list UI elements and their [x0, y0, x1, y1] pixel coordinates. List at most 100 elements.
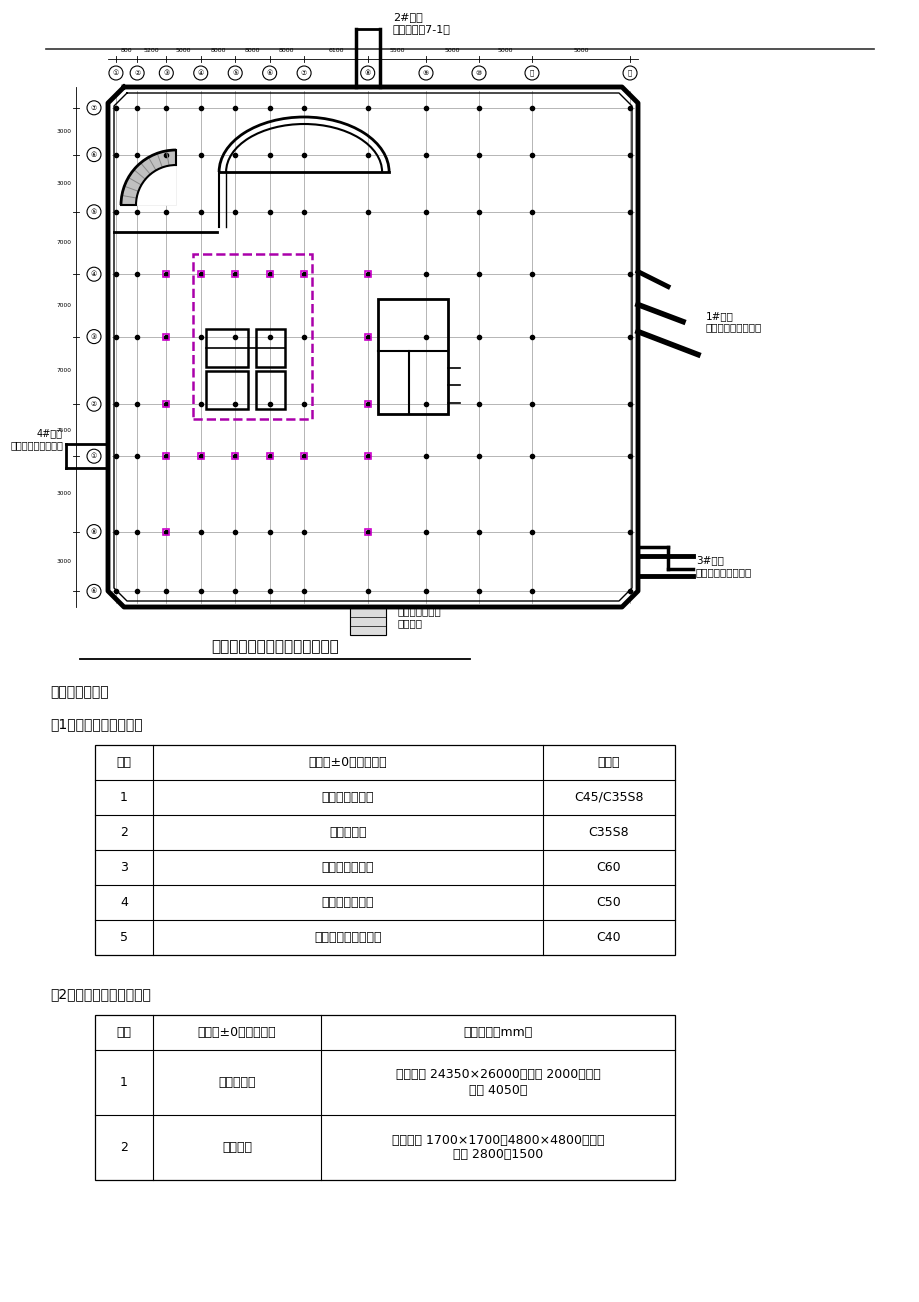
Text: ①: ①: [91, 453, 97, 460]
Circle shape: [159, 66, 173, 79]
Text: 7000: 7000: [57, 303, 72, 307]
Bar: [255, 371, 285, 409]
Text: 地下二层及以上梁板: 地下二层及以上梁板: [314, 931, 381, 944]
Text: （1）地下室砼强度等级: （1）地下室砼强度等级: [50, 717, 142, 730]
Text: 6100: 6100: [328, 48, 344, 53]
Circle shape: [108, 66, 123, 79]
Text: 福华商业街通道
地下一层: 福华商业街通道 地下一层: [397, 607, 441, 628]
Text: C45/C35S8: C45/C35S8: [573, 792, 643, 805]
Text: 2: 2: [120, 825, 128, 838]
Circle shape: [87, 449, 101, 464]
Text: 5: 5: [119, 931, 128, 944]
Text: （2）结构截面特征如下：: （2）结构截面特征如下：: [50, 987, 151, 1001]
Text: 4#通道
地下一层至福田车站: 4#通道 地下一层至福田车站: [10, 428, 62, 449]
Circle shape: [87, 585, 101, 599]
Circle shape: [87, 100, 101, 115]
Text: ⑥: ⑥: [91, 589, 97, 595]
Bar: [95, 745, 675, 954]
Text: 砼标号: 砼标号: [597, 756, 619, 769]
Text: 8000: 8000: [278, 48, 294, 53]
Text: 核心筒承台: 核心筒承台: [218, 1075, 255, 1088]
Text: ⑧: ⑧: [364, 70, 370, 76]
Circle shape: [87, 147, 101, 161]
Text: ③: ③: [91, 333, 97, 340]
Circle shape: [87, 204, 101, 219]
Text: 3: 3: [120, 861, 128, 874]
Text: 塔楼范围外墙柱: 塔楼范围外墙柱: [322, 896, 374, 909]
Bar: [255, 329, 285, 367]
Text: ③: ③: [163, 70, 169, 76]
Text: ⑧: ⑧: [91, 529, 97, 535]
Circle shape: [360, 66, 374, 79]
Circle shape: [87, 525, 101, 539]
Text: ⑦: ⑦: [91, 104, 97, 111]
Text: ①: ①: [113, 70, 119, 76]
Text: ⑦: ⑦: [301, 70, 307, 76]
Circle shape: [194, 66, 208, 79]
Text: C50: C50: [596, 896, 620, 909]
Text: 地下一层、二层通道平面位置图: 地下一层、二层通道平面位置图: [211, 639, 339, 654]
Text: 1: 1: [120, 1075, 128, 1088]
Circle shape: [418, 66, 433, 79]
Text: 5000: 5000: [176, 48, 191, 53]
Circle shape: [87, 397, 101, 411]
Circle shape: [130, 66, 144, 79]
Circle shape: [297, 66, 311, 79]
Text: 5000: 5000: [497, 48, 513, 53]
Text: 8000: 8000: [210, 48, 225, 53]
Text: ⑥: ⑥: [91, 151, 97, 158]
Circle shape: [262, 66, 277, 79]
Text: 截面特征（mm）: 截面特征（mm）: [463, 1026, 532, 1039]
Circle shape: [87, 329, 101, 344]
Bar: [206, 371, 247, 409]
Text: 5000: 5000: [444, 48, 460, 53]
Bar: [193, 254, 312, 419]
Bar: [349, 607, 385, 635]
Text: 5000: 5000: [573, 48, 588, 53]
Circle shape: [525, 66, 539, 79]
Text: ④: ④: [91, 271, 97, 277]
Text: C40: C40: [596, 931, 620, 944]
Text: C35S8: C35S8: [588, 825, 629, 838]
Text: 平面尺寸 1700×1700～4800×4800，承台
厚度 2800～1500: 平面尺寸 1700×1700～4800×4800，承台 厚度 2800～1500: [391, 1134, 604, 1161]
Text: ⑨: ⑨: [423, 70, 428, 76]
Text: 5200: 5200: [143, 48, 159, 53]
Text: 3000: 3000: [57, 181, 72, 186]
Text: 序号: 序号: [117, 756, 131, 769]
Circle shape: [471, 66, 485, 79]
Text: 地下室外墙: 地下室外墙: [329, 825, 367, 838]
Circle shape: [87, 267, 101, 281]
Text: 8000: 8000: [244, 48, 260, 53]
Text: 结构情况如下：: 结构情况如下：: [50, 685, 108, 699]
Text: 7500: 7500: [57, 427, 72, 432]
Text: ⑪: ⑪: [529, 70, 534, 77]
Text: 塔楼范围内墙柱: 塔楼范围内墙柱: [322, 861, 374, 874]
Bar: [349, 607, 385, 635]
Text: 3#通道
地下二层至嘉里一期: 3#通道 地下二层至嘉里一期: [696, 556, 752, 577]
Text: 800: 800: [120, 48, 132, 53]
Text: ⑫: ⑫: [628, 70, 631, 77]
Text: 平面尺寸 24350×26000，厚度 2000（深坑
局部 4050）: 平面尺寸 24350×26000，厚度 2000（深坑 局部 4050）: [395, 1069, 600, 1096]
Bar: [206, 329, 247, 367]
Text: 7000: 7000: [57, 368, 72, 372]
Wedge shape: [136, 165, 176, 204]
Text: ⑥: ⑥: [267, 70, 272, 76]
Bar: [95, 1016, 675, 1180]
Text: 5500: 5500: [389, 48, 404, 53]
Text: 部位（±0以下部分）: 部位（±0以下部分）: [198, 1026, 276, 1039]
Text: 2#通道
地下二层至7-1区: 2#通道 地下二层至7-1区: [392, 12, 450, 34]
Text: 序号: 序号: [117, 1026, 131, 1039]
Text: 部位（±0以下部分）: 部位（±0以下部分）: [309, 756, 387, 769]
Text: ⑤: ⑤: [232, 70, 238, 76]
Text: 单桩承台: 单桩承台: [221, 1141, 252, 1154]
Text: 基础底板、承台: 基础底板、承台: [322, 792, 374, 805]
Text: ④: ④: [198, 70, 204, 76]
Text: 3000: 3000: [57, 559, 72, 564]
Text: 3000: 3000: [57, 491, 72, 496]
Text: C60: C60: [596, 861, 620, 874]
Text: ②: ②: [91, 401, 97, 408]
Circle shape: [622, 66, 636, 79]
Text: 7000: 7000: [57, 241, 72, 246]
Text: ⑤: ⑤: [91, 208, 97, 215]
Wedge shape: [121, 150, 176, 204]
